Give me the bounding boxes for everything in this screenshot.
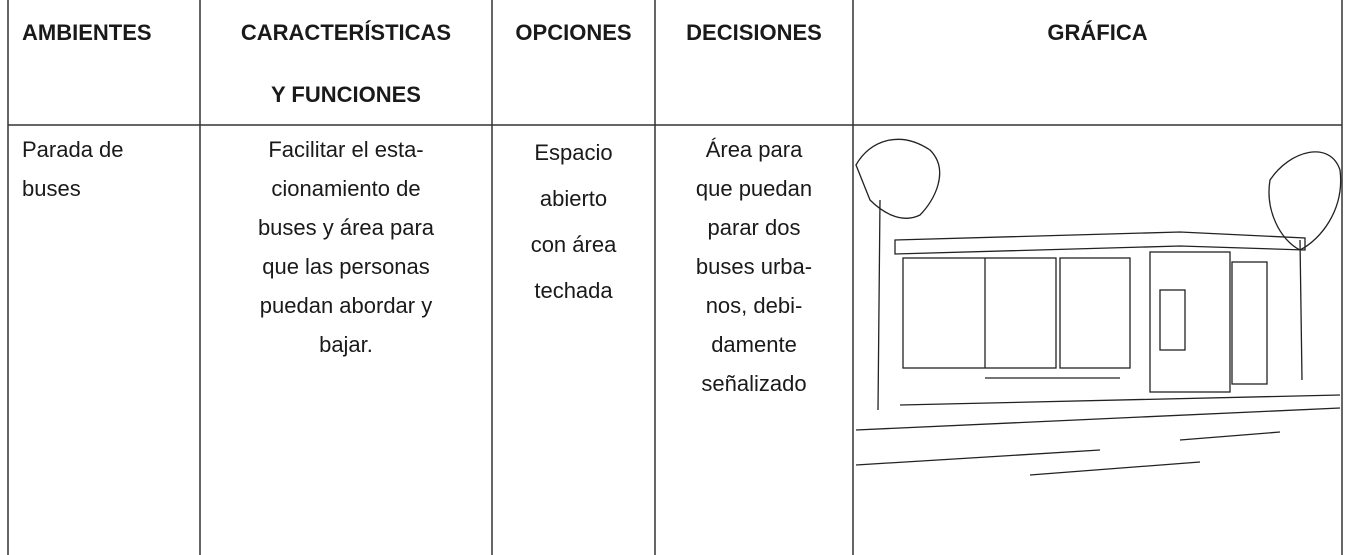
body-cell: Facilitar el esta-cionamiento de buses y … <box>200 130 492 364</box>
text-line: damente <box>711 332 797 357</box>
body-cell: Parada de buses <box>8 130 200 208</box>
text-line: Área para <box>705 137 803 162</box>
curb <box>855 407 1341 431</box>
header-cell: OPCIONES <box>492 2 655 64</box>
text-line: cionamiento de <box>271 176 421 201</box>
tree <box>1268 151 1342 251</box>
text-line: Facilitar el esta- <box>268 137 424 162</box>
grid <box>7 0 1343 555</box>
text-line: techada <box>534 278 613 303</box>
text-line: que puedan <box>695 176 813 201</box>
kiosk <box>1149 251 1231 393</box>
tree <box>855 138 941 219</box>
text-line: Parada de <box>22 137 124 162</box>
text-line: Y FUNCIONES <box>271 82 421 107</box>
road-line <box>1179 431 1281 441</box>
road-line <box>855 449 1101 466</box>
text-line: CARACTERÍSTICAS <box>240 20 452 45</box>
body-cell: Área para que puedan parar dos buses urba-n… <box>655 130 853 403</box>
panel <box>1059 257 1131 369</box>
tree-trunk <box>877 199 881 411</box>
panel <box>1231 261 1268 385</box>
header-cell: DECISIONES <box>655 2 853 64</box>
roof <box>894 231 1306 255</box>
text-line: nos, debi- <box>705 293 803 318</box>
text-line: que las personas <box>262 254 430 279</box>
text-line: Espacio <box>534 140 613 165</box>
header-cell: GRÁFICA <box>853 2 1342 64</box>
text-line: abierto <box>539 186 608 211</box>
text-line: GRÁFICA <box>1047 20 1148 45</box>
header-cell: CARACTERÍSTICAS Y FUNCIONES <box>200 2 492 126</box>
panel <box>902 257 1057 369</box>
text-line: AMBIENTES <box>22 20 152 45</box>
tree-trunk <box>1299 239 1303 381</box>
text-line: buses <box>22 176 81 201</box>
text-line: OPCIONES <box>515 20 632 45</box>
curb <box>899 394 1341 406</box>
header-cell: AMBIENTES <box>8 2 200 64</box>
text-line: buses y área para <box>257 215 435 240</box>
kiosk-screen <box>1159 289 1186 351</box>
bus-stop-drawing <box>855 138 1342 476</box>
text-line: parar dos <box>707 215 801 240</box>
text-line: buses urba- <box>695 254 813 279</box>
text-line: con área <box>530 232 617 257</box>
text-line: DECISIONES <box>686 20 822 45</box>
text-line: señalizado <box>701 371 807 396</box>
road-line <box>1029 461 1201 476</box>
text-line: bajar. <box>319 332 373 357</box>
body-cell: Espacio abierto con área techada <box>492 130 655 314</box>
text-line: puedan abordar y <box>259 293 433 318</box>
